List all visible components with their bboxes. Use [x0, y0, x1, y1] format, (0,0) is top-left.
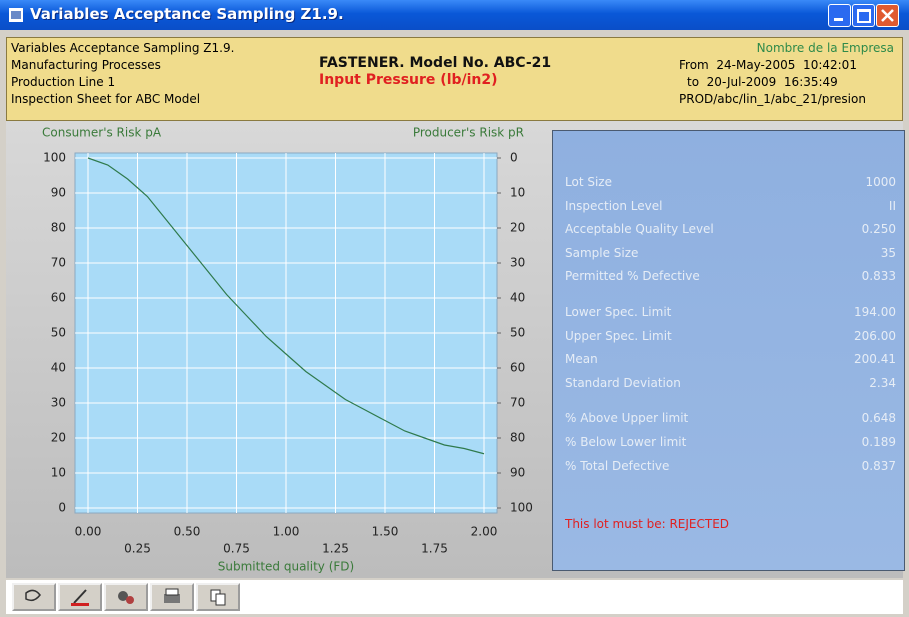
- stat-label: % Above Upper limit: [565, 411, 689, 426]
- line: [87, 157, 485, 455]
- y2-tick-label: 50: [510, 326, 525, 340]
- y-tick-label: 80: [51, 221, 66, 235]
- y2-axis-label: Producer's Risk pR: [413, 126, 524, 140]
- stat-label: Lower Spec. Limit: [565, 305, 672, 319]
- y2-tick-label: 100: [510, 501, 533, 515]
- y2-tick-label: 30: [510, 256, 525, 270]
- stat-label: Standard Deviation: [565, 375, 681, 390]
- header-subtitle: Input Pressure (lb/in2): [319, 72, 498, 88]
- stats-panel: Lot Size 1000 Inspection Level II Acceptable…: [552, 130, 905, 571]
- stat-label: Sample Size: [565, 245, 639, 260]
- y-tick-label: 70: [51, 256, 66, 270]
- stat-label: Upper Spec. Limit: [565, 328, 672, 343]
- y-tick-label: 90: [51, 186, 66, 200]
- header-line: to 20-Jul-2009 16:35:49: [687, 75, 838, 89]
- y-axis-label: Consumer's Risk pA: [42, 126, 162, 140]
- header-title: FASTENER. Model No. ABC-21: [319, 55, 552, 71]
- title-bar: Variables Acceptance Sampling Z1.9.: [0, 0, 909, 30]
- close-button[interactable]: [876, 4, 899, 27]
- x-tick-label: 1.75: [421, 542, 448, 556]
- x-tick-label: 1.00: [273, 525, 300, 539]
- y2-tick-label: 60: [510, 361, 525, 375]
- toolbar-button[interactable]: [104, 583, 148, 611]
- stat-label: Permitted % Defective: [565, 269, 700, 284]
- y2-tick-label: 70: [510, 396, 525, 410]
- header-line: Variables Acceptance Sampling Z1.9.: [11, 41, 235, 55]
- stat-value: II: [888, 198, 896, 213]
- y2-tick-label: 40: [510, 291, 525, 305]
- x-tick-label: 0.00: [75, 525, 102, 539]
- stat-label: % Below Lower limit: [565, 435, 687, 449]
- stat-value: 2.34: [869, 375, 896, 390]
- y-tick-label: 60: [51, 291, 66, 305]
- y2-tick-label: 10: [510, 186, 525, 200]
- header-line: Production Line 1: [11, 75, 116, 89]
- header-line: From 24-May-2005 10:42:01: [679, 58, 857, 72]
- stat-value: 200.41: [854, 352, 896, 367]
- x-tick-label: 1.25: [322, 542, 349, 556]
- stat-value: 1000: [865, 175, 896, 189]
- header-line: Manufacturing Processes: [11, 58, 161, 72]
- stat-label: Lot Size: [565, 175, 612, 189]
- x-tick-label: 0.75: [223, 542, 250, 556]
- stat-label: % Total Defective: [565, 458, 670, 473]
- toolbar-button[interactable]: [58, 583, 102, 611]
- x-tick-label: 1.50: [372, 525, 399, 539]
- stat-value: 0.648: [861, 411, 896, 426]
- toolbar-button[interactable]: [12, 583, 56, 611]
- x-tick-label: 0.50: [174, 525, 201, 539]
- minimize-button[interactable]: [828, 4, 851, 27]
- y-tick-label: 0: [58, 501, 66, 515]
- app-icon: [9, 8, 23, 22]
- stat-value: 206.00: [854, 328, 896, 343]
- y-tick-label: 50: [51, 326, 66, 340]
- y2-tick-label: 0: [510, 151, 518, 165]
- chart: 0 10 20 30 40 50 60 70 80 90 100 0 10 20 30 40 50 60 70 80 9…: [42, 126, 533, 574]
- company-name: Nombre de la Empresa: [756, 41, 894, 55]
- maximize-button[interactable]: [852, 4, 875, 27]
- window-title: Variables Acceptance Sampling Z1.9.: [30, 5, 344, 23]
- header-line: PROD/abc/lin_1/abc_21/presion: [679, 92, 866, 106]
- y-tick-label: 10: [51, 466, 66, 480]
- stat-value: 0.189: [861, 435, 896, 449]
- x-tick-label: 2.00: [471, 525, 498, 539]
- y-tick-label: 20: [51, 431, 66, 445]
- y2-tick-label: 80: [510, 431, 525, 445]
- y2-tick-label: 20: [510, 221, 525, 235]
- x-tick-label: 0.25: [124, 542, 151, 556]
- y-tick-label: 40: [51, 361, 66, 375]
- stat-value: 0.250: [861, 222, 896, 237]
- y-tick-label: 100: [43, 151, 66, 165]
- toolbar-button[interactable]: [196, 583, 240, 611]
- stat-value: 0.837: [861, 458, 896, 473]
- toolbar-button[interactable]: [150, 583, 194, 611]
- stat-label: Mean: [565, 352, 598, 367]
- stat-label: Inspection Level: [565, 198, 663, 213]
- toolbar: [6, 580, 903, 614]
- stat-value: 194.00: [854, 305, 896, 319]
- header: Variables Acceptance Sampling Z1.9. Manu…: [6, 37, 903, 121]
- header-line: Inspection Sheet for ABC Model: [11, 92, 201, 106]
- verdict: This lot must be: REJECTED: [565, 517, 730, 531]
- y2-tick-label: 90: [510, 466, 525, 480]
- stat-value: 0.833: [861, 269, 896, 284]
- stat-value: 35: [880, 245, 896, 260]
- x-axis-label: Submitted quality (FD): [218, 560, 354, 574]
- stat-label: Acceptable Quality Level: [565, 222, 714, 237]
- y-tick-label: 30: [51, 396, 66, 410]
